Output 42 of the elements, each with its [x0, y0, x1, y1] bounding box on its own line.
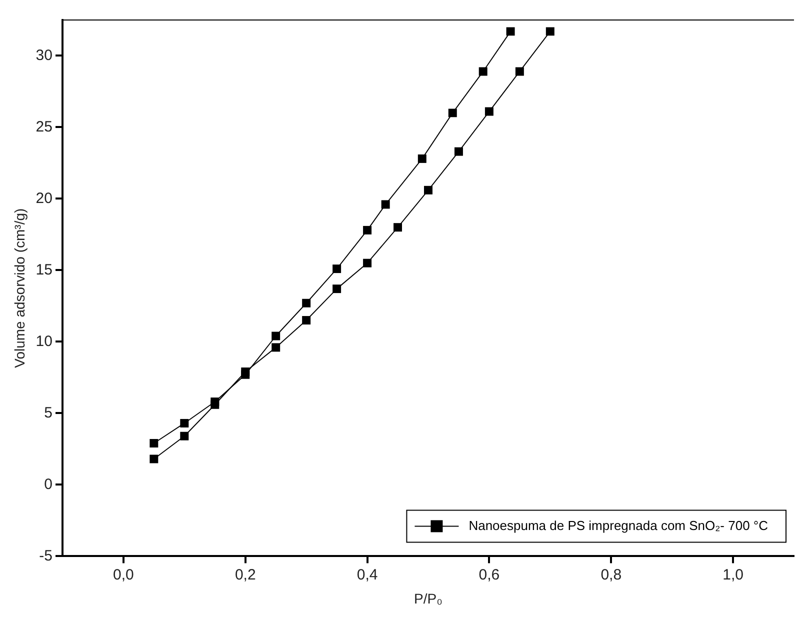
point [506, 27, 515, 36]
point [150, 439, 158, 448]
x-tick-label: 0,8 [600, 566, 622, 584]
point [210, 400, 220, 409]
point [272, 332, 280, 340]
point [180, 432, 189, 440]
point [424, 186, 432, 194]
point [302, 298, 311, 308]
point [150, 454, 158, 464]
point [478, 67, 488, 76]
point [180, 418, 189, 428]
x-tick-label: 0,4 [356, 566, 378, 584]
point [241, 368, 250, 376]
x-tick-label: 0,0 [113, 566, 134, 584]
point [363, 226, 372, 234]
point [484, 107, 494, 116]
x-tick-label: 1,0 [722, 566, 744, 584]
point [418, 154, 426, 163]
point [394, 223, 402, 232]
y-tick-label: -5 [39, 547, 52, 564]
point [332, 284, 342, 294]
x-axis-title: P/P₀ [414, 590, 443, 606]
point [332, 264, 342, 274]
y-tick-label: 10 [36, 332, 52, 350]
y-tick-label: 20 [36, 190, 52, 207]
point [448, 108, 457, 118]
x-tick-label: 0,2 [234, 566, 256, 584]
legend-label: Nanoespuma de PS impregnada com SnO₂- 700 °C [468, 518, 768, 533]
point [381, 200, 390, 209]
point [302, 316, 311, 325]
point [454, 147, 463, 156]
y-tick-label: 0 [44, 476, 52, 493]
y-axis-title: Volume adsorvido (cm³/g) [11, 208, 28, 368]
y-tick-label: 25 [36, 118, 52, 136]
point [546, 27, 554, 36]
point [515, 67, 524, 76]
point [272, 343, 280, 352]
x-tick-label: 0,6 [478, 566, 500, 584]
y-tick-label: 5 [44, 404, 52, 422]
point [363, 258, 372, 268]
y-tick-label: 30 [36, 46, 52, 64]
y-tick-label: 15 [36, 261, 52, 278]
